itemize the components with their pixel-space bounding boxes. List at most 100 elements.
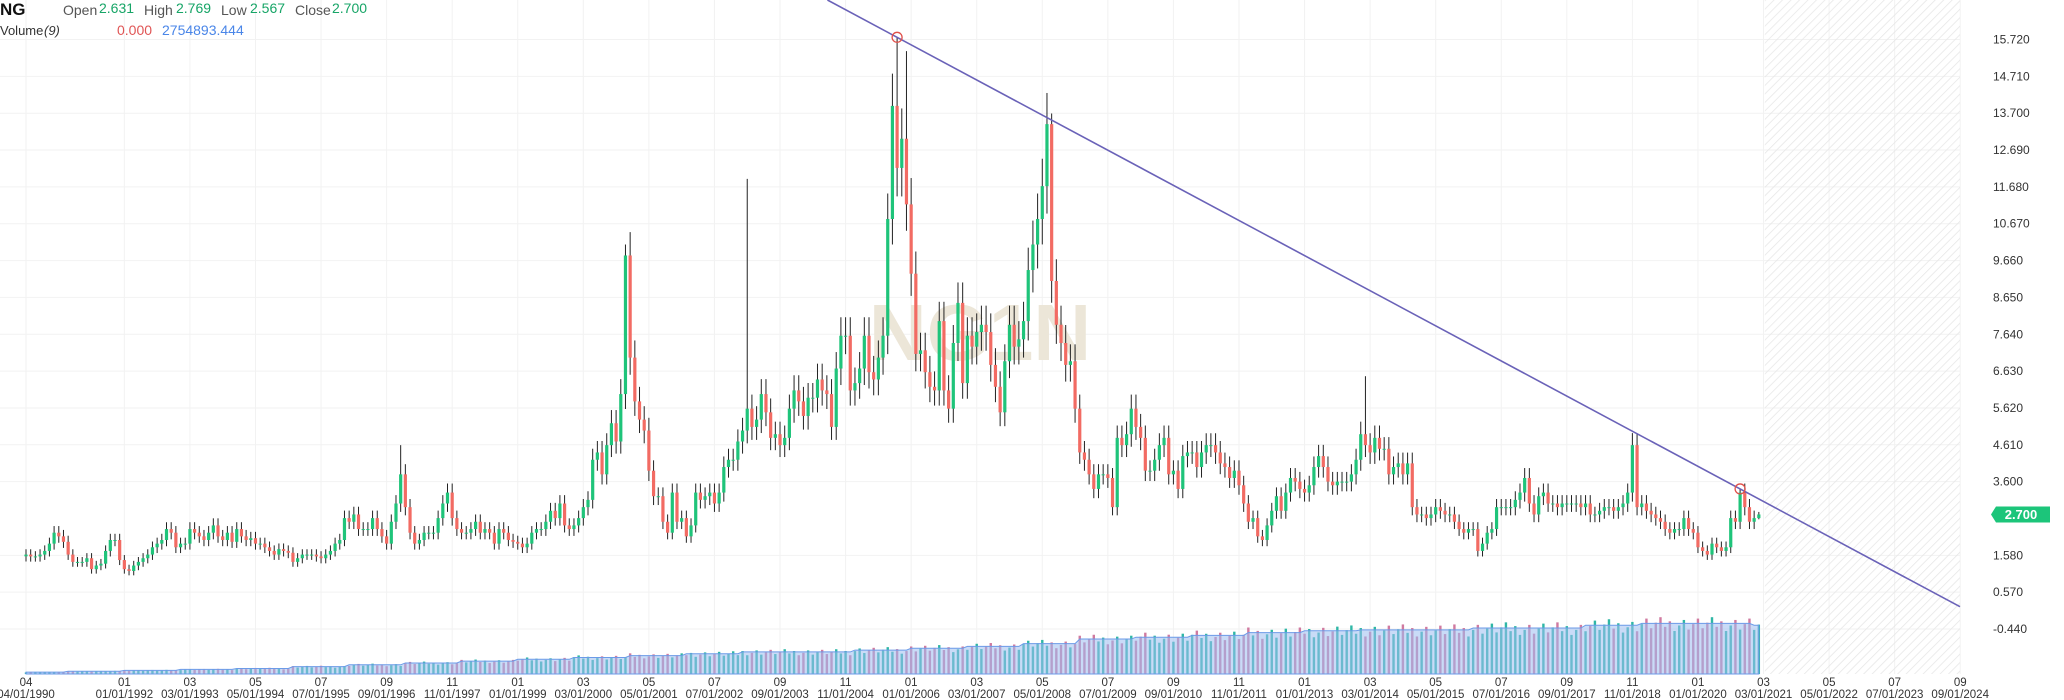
candle — [520, 537, 525, 554]
candle-body — [745, 408, 749, 431]
candle — [155, 537, 159, 554]
candle — [1527, 468, 1531, 512]
candle-body — [1204, 445, 1208, 453]
candle — [609, 410, 614, 458]
candle-body — [553, 510, 557, 519]
candle — [1321, 444, 1325, 478]
candle-body — [895, 105, 899, 168]
candle-body — [951, 343, 955, 409]
candle — [956, 282, 960, 362]
candle-body — [937, 321, 941, 391]
candle — [773, 421, 777, 451]
trendline[interactable] — [827, 0, 1961, 608]
candle — [619, 379, 623, 454]
candle — [1677, 522, 1681, 536]
candle-body — [1743, 492, 1747, 508]
trendline-anchor-handle[interactable] — [891, 31, 903, 43]
candle-body — [1129, 408, 1133, 435]
candle — [1569, 495, 1574, 512]
candle — [1110, 468, 1115, 516]
candle-body — [1719, 547, 1723, 551]
candle-body — [942, 321, 946, 391]
candle — [708, 483, 712, 506]
candle — [333, 537, 337, 557]
y-tick-label: 13.700 — [1993, 106, 2030, 120]
candle-body — [75, 561, 80, 563]
x-tick-date: 07/01/2016 — [1472, 689, 1530, 700]
candle — [1237, 460, 1241, 495]
candle — [1738, 488, 1742, 530]
candle-body — [1686, 518, 1691, 530]
candle — [516, 535, 520, 550]
candle-body — [637, 401, 642, 420]
candle-body — [1569, 503, 1574, 505]
candle — [1691, 522, 1695, 540]
candle-body — [736, 441, 740, 460]
candle-body — [211, 525, 215, 533]
candle-body — [750, 408, 754, 427]
candle — [548, 502, 553, 530]
x-tick-date: 03/01/2014 — [1341, 689, 1399, 700]
candle-body — [829, 394, 834, 427]
candle — [1644, 495, 1649, 519]
candle-body — [867, 335, 871, 373]
candle — [689, 518, 693, 543]
trendline-drawing[interactable] — [827, 0, 1961, 608]
candle — [1026, 247, 1030, 341]
candle — [1724, 541, 1728, 557]
candle — [1363, 376, 1368, 458]
x-tick-month: 05 — [1036, 677, 1049, 689]
candle-body — [1176, 470, 1180, 489]
candle-body — [1607, 507, 1611, 509]
x-axis[interactable]: 0404/01/19900101/01/19920303/01/19930505… — [0, 677, 1990, 700]
candle — [1551, 495, 1555, 512]
candle-body — [1420, 514, 1424, 516]
candle — [1050, 113, 1054, 303]
candle — [1494, 498, 1499, 536]
candle-body — [862, 335, 866, 369]
high-label: High — [144, 2, 173, 18]
candle-body — [300, 554, 304, 559]
candle — [1331, 471, 1335, 495]
grid — [0, 0, 1961, 674]
candle — [1429, 506, 1433, 526]
candle-body — [909, 204, 913, 274]
candle-body — [408, 507, 412, 533]
candle-body — [890, 105, 895, 219]
candle-body — [1391, 467, 1396, 475]
candle-body — [1691, 529, 1695, 533]
candle-body — [1724, 547, 1728, 551]
candle-body — [595, 452, 599, 460]
candle — [1115, 425, 1119, 516]
y-axis[interactable]: 15.720 14.710 13.700 12.690 11.680 10.670 9.66… — [1991, 33, 2050, 637]
trendline-anchor-handle[interactable] — [1734, 483, 1746, 495]
candle — [1602, 498, 1606, 519]
candle-body — [886, 218, 890, 336]
candle — [1541, 483, 1545, 506]
candle-body — [1546, 492, 1550, 504]
x-tick-month: 09 — [1560, 677, 1573, 689]
candle-body — [1115, 437, 1119, 508]
candle-body — [970, 335, 974, 347]
candle — [890, 73, 895, 245]
candle — [1218, 440, 1222, 475]
candle — [310, 549, 314, 560]
candle — [328, 545, 333, 560]
candle — [464, 526, 468, 540]
candle-body — [740, 430, 745, 442]
x-tick-month: 01 — [511, 677, 524, 689]
candle — [951, 324, 955, 423]
candle-body — [834, 368, 838, 427]
candle-body — [1228, 467, 1232, 478]
candle-body — [1602, 507, 1606, 511]
candle-body — [1279, 496, 1283, 511]
candle — [1213, 433, 1218, 464]
candle — [1649, 502, 1653, 523]
candle — [33, 551, 37, 562]
close-label: Close — [295, 2, 331, 18]
candle — [843, 317, 848, 355]
candle — [637, 386, 642, 434]
x-tick-month: 04 — [20, 677, 33, 689]
candle — [118, 533, 122, 566]
